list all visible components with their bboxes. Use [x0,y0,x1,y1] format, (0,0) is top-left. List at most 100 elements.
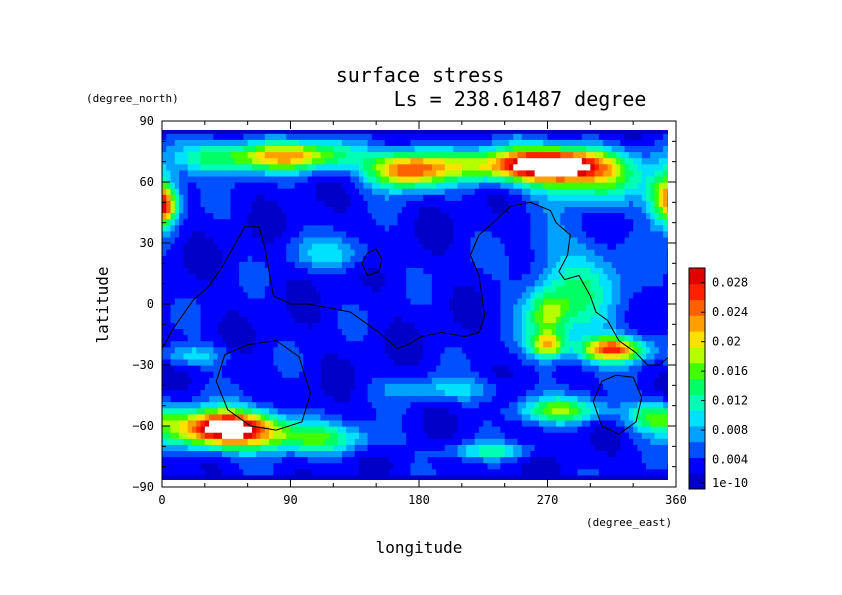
heatmap-cell [200,328,206,336]
heatmap-cell [436,468,442,476]
heatmap-cell [393,377,399,384]
heatmap-cell [423,334,429,342]
heatmap-cell [316,230,322,238]
heatmap-cell [573,365,579,372]
heatmap-cell [234,395,240,403]
heatmap-cell [577,462,583,470]
heatmap-cell [633,346,639,354]
heatmap-cell [204,358,210,366]
heatmap-cell [389,358,394,366]
heatmap-cell [620,255,626,262]
heatmap-cell [277,297,283,305]
heatmap-cell [406,352,412,360]
heatmap-cell [658,328,664,336]
heatmap-cell [419,383,424,390]
heatmap-cell [243,285,249,293]
heatmap-cell [217,285,223,293]
heatmap-cell [547,432,553,439]
heatmap-cell [530,450,536,458]
heatmap-cell [436,426,442,433]
heatmap-cell [324,334,330,342]
heatmap-cell [440,389,446,397]
heatmap-cell [256,438,262,445]
heatmap-cell [401,462,407,470]
heatmap-cell [457,279,463,287]
heatmap-cell [586,304,591,311]
heatmap-cell [200,316,206,323]
heatmap-cell [230,328,236,336]
heatmap-cell [646,419,651,427]
heatmap-cell [517,413,523,421]
heatmap-cell [466,310,471,317]
heatmap-cell [598,444,604,451]
heatmap-cell [324,243,330,250]
heatmap-cell [367,346,373,354]
heatmap-cell [474,444,480,451]
heatmap-cell [453,236,459,244]
heatmap-cell [170,389,176,397]
heatmap-cell [350,316,356,323]
heatmap-cell [226,255,232,262]
heatmap-cell [466,474,471,480]
heatmap-cell [162,383,167,390]
heatmap-cell [273,456,279,464]
heatmap-cell [384,304,390,311]
heatmap-cell [530,456,536,464]
heatmap-cell [598,273,604,281]
heatmap-cell [483,334,489,342]
heatmap-cell [170,322,176,329]
heatmap-cell [410,383,416,390]
heatmap-cell [581,407,587,415]
heatmap-cell [530,310,536,317]
heatmap-cell [277,261,283,268]
heatmap-cell [547,316,553,323]
heatmap-cell [239,395,244,403]
heatmap-cell [457,285,463,293]
heatmap-cell [170,255,176,262]
heatmap-cell [359,273,364,281]
heatmap-cell [410,352,416,360]
heatmap-cell [187,377,193,384]
heatmap-cell [183,304,189,311]
heatmap-cell [162,468,167,476]
heatmap-cell [320,438,326,445]
heatmap-cell [646,462,651,470]
heatmap-cell [384,291,390,299]
heatmap-cell [543,291,549,299]
heatmap-cell [543,389,549,397]
heatmap-cell [346,243,352,250]
heatmap-cell [427,255,433,262]
heatmap-cell [568,444,574,451]
heatmap-cell [440,243,446,250]
heatmap-cell [654,401,660,409]
heatmap-cell [637,304,643,311]
heatmap-cell [641,340,647,348]
heatmap-cell [427,310,433,317]
heatmap-cell [324,236,330,244]
heatmap-cell [641,249,647,256]
heatmap-cell [637,316,643,323]
heatmap-cell [401,236,407,244]
heatmap-cell [461,468,467,476]
heatmap-cell [560,249,566,256]
heatmap-cell [487,255,493,262]
heatmap-cell [628,291,634,299]
heatmap-cell [234,230,240,238]
heatmap-cell [346,401,352,409]
heatmap-cell [329,413,334,421]
heatmap-cell [586,426,591,433]
heatmap-cell [264,407,270,415]
heatmap-cell [534,450,540,458]
heatmap-cell [496,419,501,427]
heatmap-cell [191,474,197,480]
heatmap-cell [667,316,668,323]
heatmap-cell [470,413,476,421]
heatmap-cell [487,243,493,250]
heatmap-cell [401,432,407,439]
heatmap-cell [466,297,471,305]
heatmap-cell [607,279,613,287]
heatmap-cell [573,456,579,464]
heatmap-cell [457,438,463,445]
heatmap-cell [414,267,420,275]
heatmap-cell [299,456,304,464]
